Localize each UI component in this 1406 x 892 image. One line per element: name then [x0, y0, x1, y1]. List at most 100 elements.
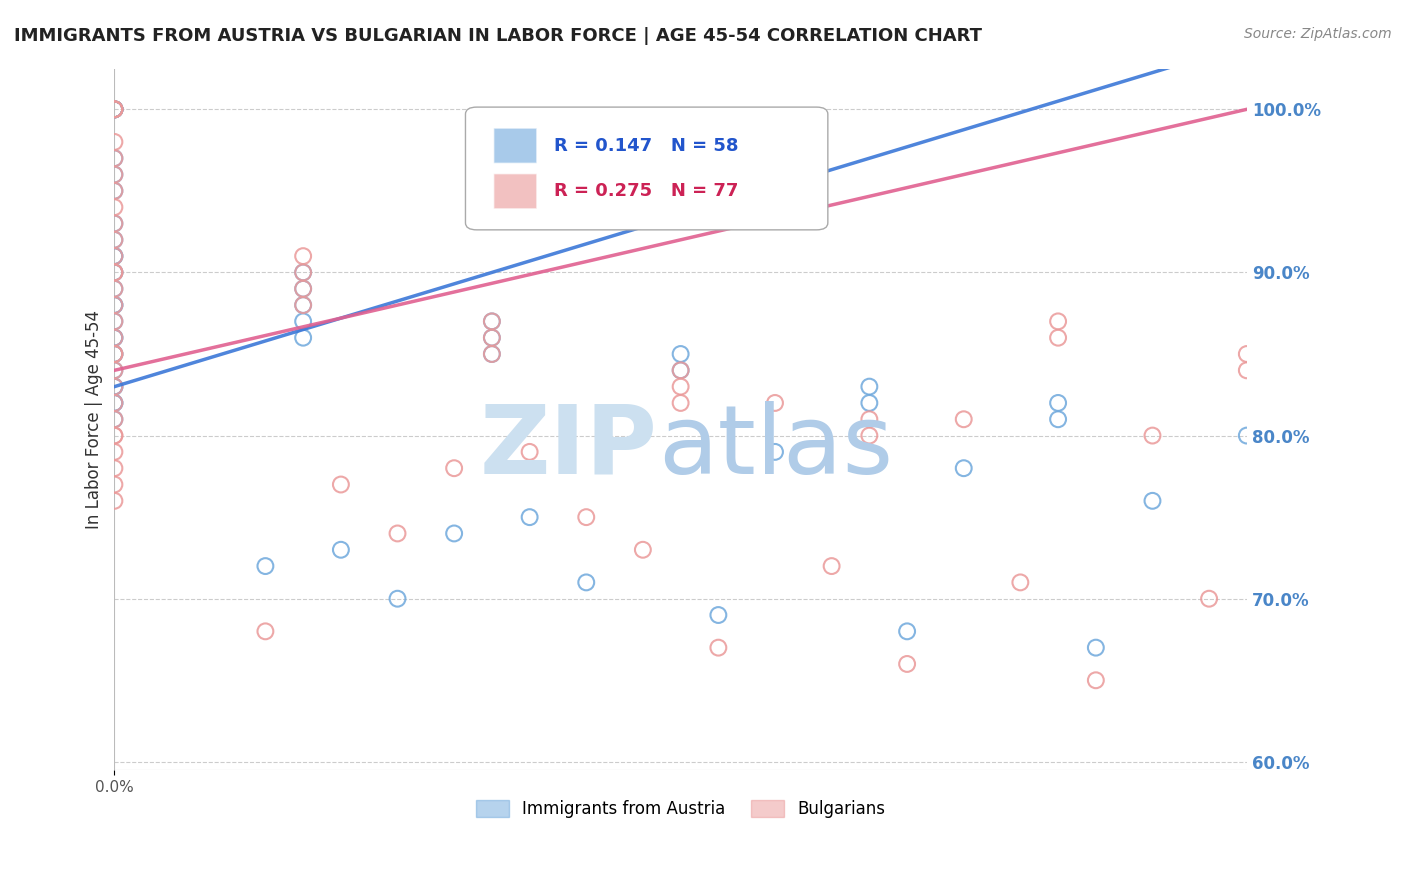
Point — [103, 103, 125, 117]
Point — [1047, 314, 1070, 328]
Point — [103, 217, 125, 231]
Point — [103, 103, 125, 117]
Point — [292, 282, 315, 296]
Point — [103, 265, 125, 279]
Point — [329, 542, 352, 557]
Point — [103, 379, 125, 393]
Point — [896, 657, 918, 671]
Point — [481, 314, 503, 328]
Point — [1047, 396, 1070, 410]
Point — [387, 591, 409, 606]
Point — [669, 396, 692, 410]
Point — [443, 526, 465, 541]
Point — [481, 347, 503, 361]
Point — [952, 412, 974, 426]
Point — [103, 168, 125, 182]
Point — [952, 461, 974, 475]
Point — [103, 314, 125, 328]
Point — [103, 412, 125, 426]
Point — [1084, 640, 1107, 655]
Point — [103, 249, 125, 263]
Point — [103, 200, 125, 214]
Point — [329, 477, 352, 491]
Point — [1236, 363, 1258, 377]
Point — [103, 233, 125, 247]
Point — [481, 314, 503, 328]
Point — [481, 347, 503, 361]
Text: atlas: atlas — [658, 401, 893, 494]
Point — [1274, 690, 1296, 704]
FancyBboxPatch shape — [494, 128, 537, 163]
Point — [103, 135, 125, 149]
Point — [254, 624, 277, 639]
Point — [575, 575, 598, 590]
Point — [292, 298, 315, 312]
Point — [103, 103, 125, 117]
Point — [669, 363, 692, 377]
Point — [1084, 673, 1107, 688]
Point — [103, 233, 125, 247]
Point — [103, 331, 125, 345]
Point — [103, 265, 125, 279]
Point — [103, 103, 125, 117]
Point — [103, 314, 125, 328]
Y-axis label: In Labor Force | Age 45-54: In Labor Force | Age 45-54 — [86, 310, 103, 529]
Point — [103, 428, 125, 442]
Point — [254, 559, 277, 574]
Point — [103, 379, 125, 393]
Point — [103, 265, 125, 279]
Point — [763, 396, 786, 410]
Point — [103, 396, 125, 410]
Point — [1236, 428, 1258, 442]
Point — [292, 331, 315, 345]
Point — [519, 510, 541, 524]
Text: ZIP: ZIP — [479, 401, 658, 494]
Point — [1386, 607, 1406, 622]
Point — [103, 493, 125, 508]
Point — [103, 168, 125, 182]
Point — [631, 542, 654, 557]
Text: R = 0.275   N = 77: R = 0.275 N = 77 — [554, 182, 738, 201]
Point — [858, 428, 880, 442]
Point — [103, 103, 125, 117]
Point — [103, 298, 125, 312]
Point — [103, 445, 125, 459]
Point — [103, 282, 125, 296]
Point — [103, 347, 125, 361]
Point — [763, 445, 786, 459]
Point — [103, 347, 125, 361]
Point — [103, 265, 125, 279]
Point — [669, 363, 692, 377]
Point — [103, 331, 125, 345]
Point — [519, 445, 541, 459]
Point — [292, 249, 315, 263]
Point — [858, 379, 880, 393]
Point — [103, 103, 125, 117]
Point — [1142, 493, 1164, 508]
Point — [103, 184, 125, 198]
Point — [103, 363, 125, 377]
Point — [103, 282, 125, 296]
Point — [103, 379, 125, 393]
Point — [292, 265, 315, 279]
Point — [292, 282, 315, 296]
Point — [1236, 347, 1258, 361]
Point — [103, 103, 125, 117]
Point — [858, 412, 880, 426]
Point — [103, 396, 125, 410]
Point — [292, 314, 315, 328]
Point — [707, 640, 730, 655]
Point — [1047, 331, 1070, 345]
Point — [103, 428, 125, 442]
Point — [103, 347, 125, 361]
Point — [707, 607, 730, 622]
Point — [103, 249, 125, 263]
Point — [103, 396, 125, 410]
Point — [103, 477, 125, 491]
Text: IMMIGRANTS FROM AUSTRIA VS BULGARIAN IN LABOR FORCE | AGE 45-54 CORRELATION CHAR: IMMIGRANTS FROM AUSTRIA VS BULGARIAN IN … — [14, 27, 981, 45]
Point — [103, 217, 125, 231]
Point — [103, 103, 125, 117]
Text: R = 0.147   N = 58: R = 0.147 N = 58 — [554, 136, 738, 154]
Point — [1047, 412, 1070, 426]
Point — [103, 347, 125, 361]
